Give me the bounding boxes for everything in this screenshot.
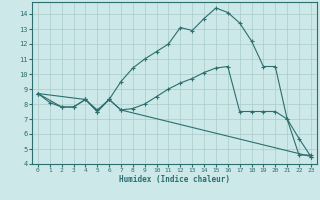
X-axis label: Humidex (Indice chaleur): Humidex (Indice chaleur) — [119, 175, 230, 184]
